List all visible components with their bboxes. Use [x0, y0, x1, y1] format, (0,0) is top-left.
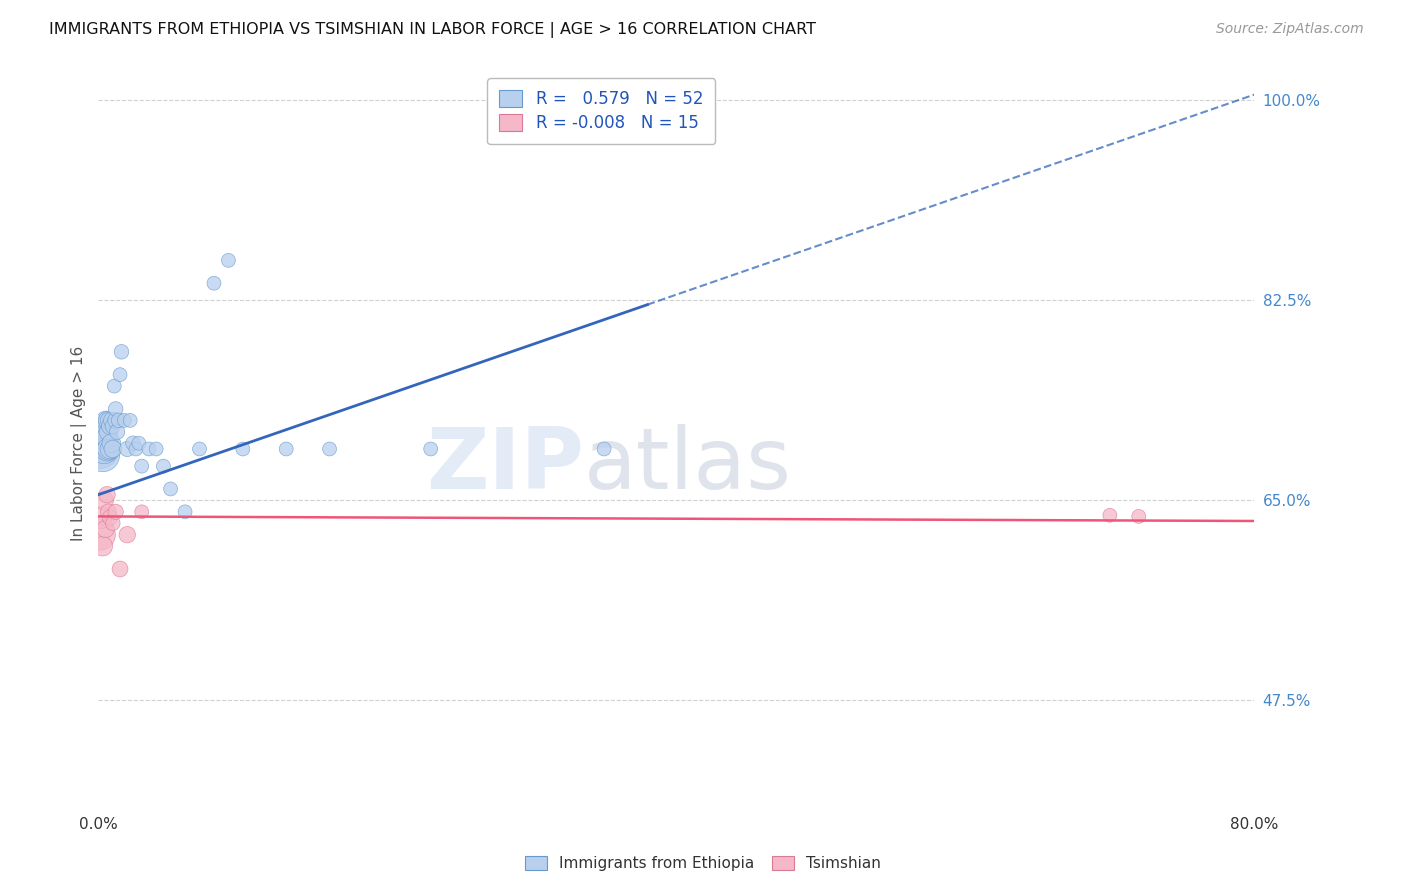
- Point: [96, 431, 118, 445]
- Point: [93, 436, 115, 450]
- Point: [112, 413, 135, 427]
- Point: [94, 436, 117, 450]
- Point: [96, 442, 118, 456]
- Point: [96, 488, 118, 502]
- Text: IMMIGRANTS FROM ETHIOPIA VS TSIMSHIAN IN LABOR FORCE | AGE > 16 CORRELATION CHAR: IMMIGRANTS FROM ETHIOPIA VS TSIMSHIAN IN…: [49, 22, 817, 38]
- Point: [318, 442, 340, 456]
- Point: [232, 442, 254, 456]
- Point: [98, 442, 121, 456]
- Point: [101, 442, 124, 456]
- Point: [90, 510, 112, 524]
- Point: [94, 413, 117, 427]
- Point: [120, 413, 142, 427]
- Point: [101, 419, 124, 434]
- Point: [108, 562, 131, 576]
- Point: [91, 431, 114, 445]
- Point: [93, 419, 115, 434]
- Point: [94, 425, 117, 439]
- Point: [104, 413, 127, 427]
- Point: [97, 505, 120, 519]
- Point: [89, 527, 111, 541]
- Point: [202, 277, 225, 291]
- Point: [122, 436, 145, 450]
- Point: [217, 253, 239, 268]
- Point: [174, 505, 197, 519]
- Point: [91, 539, 114, 553]
- Point: [91, 448, 114, 462]
- Point: [98, 510, 121, 524]
- Point: [1098, 508, 1121, 523]
- Text: Source: ZipAtlas.com: Source: ZipAtlas.com: [1216, 22, 1364, 37]
- Point: [90, 436, 112, 450]
- Point: [117, 442, 139, 456]
- Point: [1128, 509, 1150, 524]
- Point: [97, 425, 120, 439]
- Legend: R =   0.579   N = 52, R = -0.008   N = 15: R = 0.579 N = 52, R = -0.008 N = 15: [488, 78, 716, 144]
- Point: [93, 425, 115, 439]
- Point: [96, 413, 118, 427]
- Point: [107, 413, 129, 427]
- Point: [138, 442, 160, 456]
- Text: atlas: atlas: [583, 424, 792, 507]
- Point: [97, 442, 120, 456]
- Y-axis label: In Labor Force | Age > 16: In Labor Force | Age > 16: [72, 345, 87, 541]
- Point: [90, 442, 112, 456]
- Point: [97, 413, 120, 427]
- Point: [131, 505, 153, 519]
- Point: [145, 442, 167, 456]
- Point: [110, 344, 132, 359]
- Point: [93, 493, 115, 508]
- Point: [108, 368, 131, 382]
- Text: ZIP: ZIP: [426, 424, 583, 507]
- Point: [104, 401, 127, 416]
- Point: [100, 436, 122, 450]
- Point: [152, 459, 174, 474]
- Point: [131, 459, 153, 474]
- Point: [101, 516, 124, 531]
- Point: [98, 419, 121, 434]
- Point: [89, 442, 111, 456]
- Point: [93, 442, 115, 456]
- Point: [159, 482, 181, 496]
- Point: [419, 442, 441, 456]
- Point: [125, 442, 148, 456]
- Point: [91, 438, 114, 452]
- Point: [276, 442, 298, 456]
- Point: [128, 436, 150, 450]
- Point: [104, 505, 127, 519]
- Point: [103, 379, 125, 393]
- Point: [593, 442, 616, 456]
- Point: [100, 413, 122, 427]
- Point: [94, 522, 117, 536]
- Point: [188, 442, 211, 456]
- Point: [117, 527, 139, 541]
- Legend: Immigrants from Ethiopia, Tsimshian: Immigrants from Ethiopia, Tsimshian: [519, 849, 887, 877]
- Point: [105, 425, 128, 439]
